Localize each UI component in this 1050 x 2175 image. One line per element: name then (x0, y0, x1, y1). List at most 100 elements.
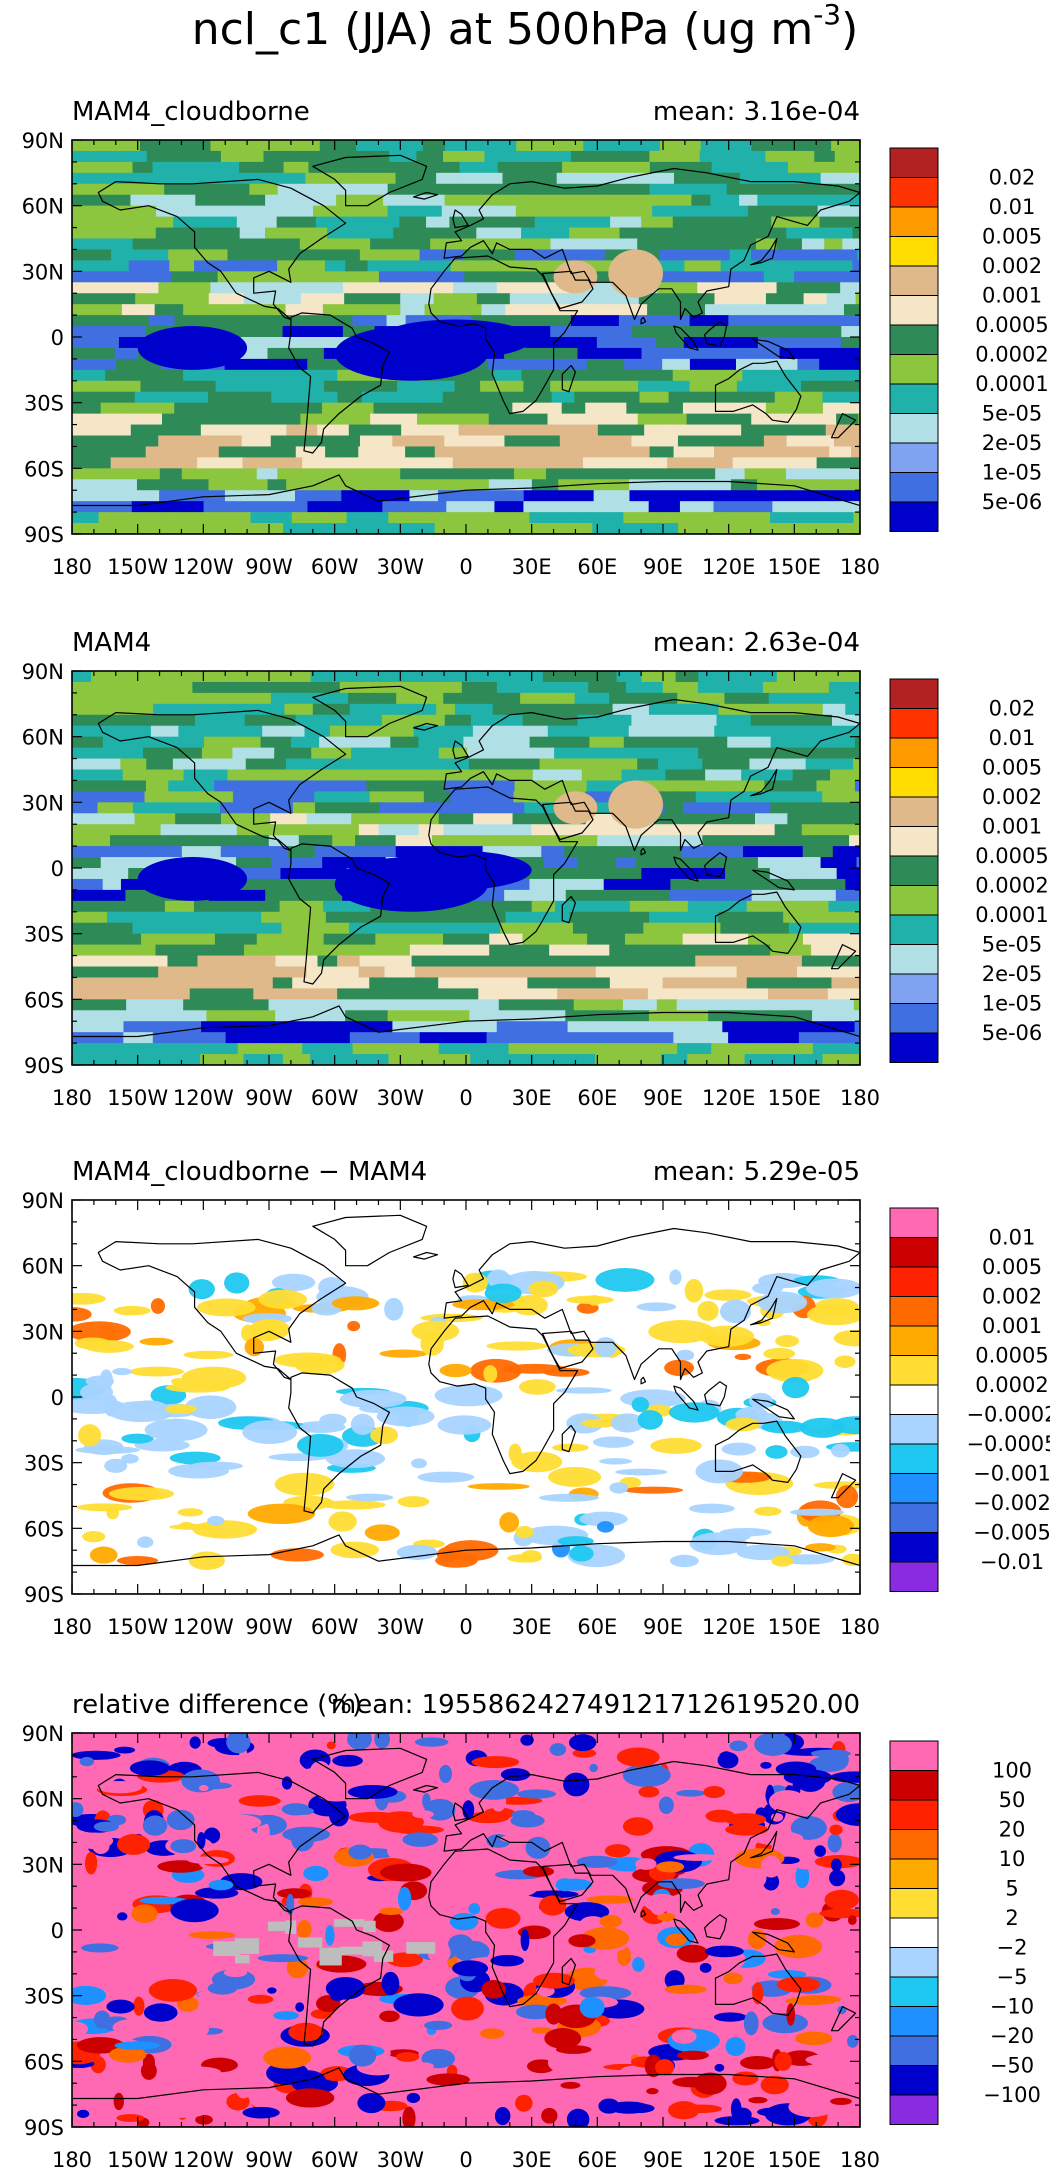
lat-tick-label: 30N (22, 1853, 64, 1877)
coastline-new-zealand (830, 943, 857, 970)
colorbar-swatch (889, 944, 939, 975)
colorbar-label: 0.0002 (975, 874, 1048, 898)
coastline-madagascar (561, 895, 577, 924)
map-panel: relative difference (%)mean: 19558624274… (22, 1690, 1041, 2172)
coastline-south-america (288, 1372, 390, 1514)
colorbar-label: −0.005 (973, 1521, 1050, 1545)
colorbar-label: −0.0005 (966, 1432, 1050, 1456)
colorbar-swatch (889, 1296, 939, 1327)
lon-tick-label: 150W (107, 1086, 168, 1110)
coastline-uk (452, 1802, 469, 1822)
lat-tick-label: 60N (22, 1788, 64, 1812)
lon-tick-label: 60W (311, 555, 359, 579)
coastline-madagascar (561, 364, 577, 393)
coastline-australia (714, 1953, 802, 2017)
colorbar-label: −0.001 (973, 1462, 1050, 1486)
colorbar-legend: 0.01 0.005 0.002 0.001 0.0005 0.0002 −0.0002 −0… (889, 1207, 1050, 1592)
coastline-madagascar (561, 1957, 577, 1986)
coastline-iceland (412, 1784, 439, 1793)
panel-mean: mean: 195586242749121712619520.00 (331, 1690, 860, 1720)
coastline-iceland (412, 1251, 439, 1260)
colorbar-swatch (889, 383, 939, 414)
coastline-borneo (703, 1914, 728, 1940)
axis-ticks (71, 1199, 861, 1595)
colorbar-swatch (889, 885, 939, 916)
axis-ticks (71, 139, 861, 535)
colorbar-label: 2 (1005, 1906, 1018, 1930)
lat-tick-label: 90S (24, 1583, 64, 1607)
panel-title: MAM4_cloudborne (72, 97, 310, 127)
colorbar-swatch (889, 236, 939, 267)
lon-tick-label: 60W (311, 2148, 359, 2172)
lat-tick-label: 90N (22, 129, 64, 153)
panel-title: relative difference (%) (72, 1690, 362, 1720)
colorbar-label: 0.002 (982, 785, 1042, 809)
colorbar-swatch (889, 265, 939, 296)
lon-tick-label: 30W (377, 1086, 425, 1110)
colorbar-label: 0.0005 (975, 313, 1048, 337)
lat-tick-label: 90S (24, 1054, 64, 1078)
coastline-europe-asia (443, 698, 860, 852)
coastline-arabia (541, 270, 594, 310)
colorbar-swatch (889, 973, 939, 1004)
colorbar-label: 1e-05 (982, 992, 1043, 1016)
coastline-iceland (412, 191, 439, 200)
colorbar-swatch (889, 914, 939, 945)
lat-tick-label: 60S (24, 1517, 64, 1541)
lon-tick-label: 30E (512, 2148, 552, 2172)
colorbar-swatch (889, 1414, 939, 1445)
lon-tick-label: 120E (702, 1086, 755, 1110)
coastline-africa (428, 1848, 579, 2008)
colorbar-swatch (889, 147, 939, 178)
colorbar-swatch (889, 1266, 939, 1297)
colorbar-swatch (889, 177, 939, 208)
colorbar-swatch (889, 1473, 939, 1504)
coastline-uk (452, 740, 469, 760)
lat-tick-label: 0 (51, 1386, 64, 1410)
colorbar-label: 0.005 (982, 756, 1042, 780)
colorbar-label: 0.0002 (975, 1373, 1048, 1397)
panel-title: MAM4_cloudborne − MAM4 (72, 1157, 427, 1187)
colorbar-swatch (889, 1384, 939, 1415)
lat-tick-label: 0 (51, 326, 64, 350)
colorbar-swatch (889, 1207, 939, 1238)
colorbar-swatch (889, 2065, 939, 2096)
coastline-arabia (541, 801, 594, 841)
contour-field (72, 1733, 860, 2127)
colorbar-swatch (889, 2035, 939, 2066)
lon-tick-label: 120W (173, 555, 234, 579)
coastline-greenland (312, 1214, 428, 1267)
lon-tick-label: 90W (245, 1086, 293, 1110)
colorbar-label: 0.005 (982, 225, 1042, 249)
contour-field (72, 140, 860, 534)
coastline-iceland (412, 722, 439, 731)
lat-tick-label: 90N (22, 660, 64, 684)
contour-field (72, 1200, 860, 1594)
colorbar-label: −0.002 (973, 1491, 1050, 1515)
coastline-africa (428, 255, 579, 415)
lon-tick-label: 90E (643, 2148, 683, 2172)
coastline-borneo (703, 1381, 728, 1407)
colorbar-legend: 100 50 20 10 5 2 −2 −5 −10 −20 −50 −100 (889, 1740, 1041, 2125)
coastline-greenland (312, 685, 428, 738)
lat-tick-label: 30S (24, 392, 64, 416)
colorbar-label: 5e-06 (982, 1021, 1043, 1045)
lat-tick-label: 0 (51, 1919, 64, 1943)
colorbar-label: 5e-06 (982, 490, 1043, 514)
colorbar-label: 0.005 (982, 1255, 1042, 1279)
lon-tick-label: 120E (702, 2148, 755, 2172)
lon-tick-label: 60E (577, 1615, 617, 1639)
colorbar-label: 0.01 (989, 726, 1036, 750)
lon-tick-label: 60E (577, 1086, 617, 1110)
colorbar-label: −100 (983, 2083, 1041, 2107)
coastline-india-sri-lanka (640, 847, 647, 856)
colorbar-swatch (889, 324, 939, 355)
contour-field (72, 671, 860, 1065)
lon-tick-label: 180 (52, 2148, 92, 2172)
colorbar-label: −0.0002 (966, 1403, 1050, 1427)
colorbar-swatch (889, 1237, 939, 1268)
colorbar-label: −10 (990, 1995, 1034, 2019)
coastline-sumatra (673, 856, 699, 882)
colorbar-label: 5 (1005, 1877, 1018, 1901)
